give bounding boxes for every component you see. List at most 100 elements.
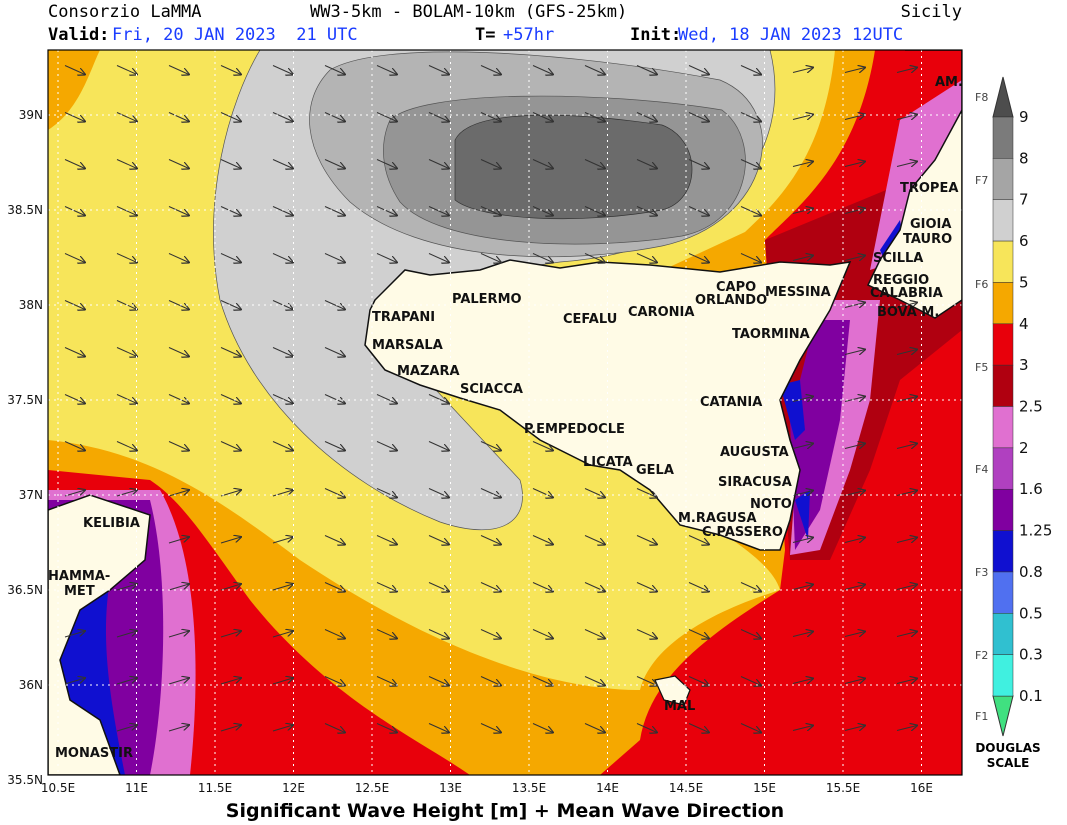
- city: CALABRIA: [870, 286, 943, 301]
- colorbar-segment: [992, 530, 1014, 573]
- arrow: [116, 394, 137, 404]
- lat-label: 37N: [19, 488, 43, 502]
- colorbar-segment: [992, 654, 1014, 697]
- level-label: 4: [1019, 315, 1029, 333]
- arrow: [376, 535, 397, 545]
- arrow: [532, 676, 553, 686]
- arrow: [896, 444, 917, 449]
- city: GELA: [636, 463, 674, 478]
- arrow: [584, 535, 605, 545]
- city: ORLANDO: [695, 293, 767, 308]
- arrow: [220, 206, 241, 216]
- city: PALERMO: [452, 292, 522, 307]
- colorbar-segment: [992, 364, 1014, 407]
- arrow: [896, 397, 917, 402]
- arrow: [584, 65, 605, 75]
- colorbar-segment: [992, 447, 1014, 490]
- colorbar-segment: [992, 488, 1014, 531]
- map-frame: [47, 49, 963, 776]
- city: CAPO: [716, 280, 756, 295]
- arrow: [792, 162, 813, 167]
- lon-label: 12.5E: [355, 781, 389, 795]
- sea-9m: [454, 114, 693, 220]
- arrow: [688, 723, 709, 733]
- arrow: [636, 629, 657, 639]
- arrow: [64, 347, 85, 357]
- colorbar-segment: [992, 282, 1014, 325]
- arrow: [532, 582, 553, 592]
- arrow: [792, 68, 813, 73]
- arrow: [428, 676, 449, 686]
- arrow: [116, 584, 137, 591]
- arrow: [896, 68, 917, 73]
- init: Wed, 18 JAN 2023 12UTC: [678, 25, 903, 45]
- arrow: [168, 112, 189, 122]
- arrow: [324, 206, 345, 216]
- arrow: [844, 632, 865, 637]
- level-label: 2.5: [1019, 398, 1043, 416]
- arrow: [532, 723, 553, 733]
- colorbar-bottom: [992, 695, 1014, 737]
- arrow: [896, 162, 917, 167]
- arrow: [896, 538, 917, 543]
- arrow: [792, 491, 813, 496]
- arrow: [740, 629, 761, 639]
- city: TRAPANI: [372, 310, 435, 325]
- city: TROPEA: [900, 181, 958, 196]
- city: MET: [64, 584, 95, 599]
- arrow: [844, 68, 865, 73]
- arrow: [688, 629, 709, 639]
- arrow: [844, 585, 865, 590]
- arrow: [480, 253, 501, 263]
- arrow: [428, 535, 449, 545]
- arrow: [584, 488, 605, 498]
- arrow: [428, 206, 449, 216]
- arrow: [220, 65, 241, 75]
- arrow: [64, 65, 85, 75]
- arrow: [168, 631, 189, 638]
- lon-label: 13E: [439, 781, 462, 795]
- lon-label: 14.5E: [669, 781, 703, 795]
- arrow: [324, 629, 345, 639]
- arrow: [64, 206, 85, 216]
- arrow: [116, 112, 137, 122]
- city: SCIACCA: [460, 382, 523, 397]
- arrow: [324, 253, 345, 263]
- sea-calabria-2m: [870, 80, 962, 270]
- arrow: [168, 725, 189, 732]
- arrow: [168, 347, 189, 357]
- level-label: 5: [1019, 273, 1029, 291]
- arrow: [428, 253, 449, 263]
- arrow: [740, 65, 761, 75]
- city: P.EMPEDOCLE: [524, 422, 625, 437]
- arrow: [584, 629, 605, 639]
- lon-label: 12E: [282, 781, 305, 795]
- arrow: [428, 112, 449, 122]
- arrow: [376, 65, 397, 75]
- city: KELIBIA: [83, 516, 140, 531]
- city: C.PASSERO: [702, 525, 783, 540]
- city: TAURO: [903, 232, 952, 247]
- city: NOTO: [750, 497, 792, 512]
- city: MAZARA: [397, 364, 460, 379]
- lon-label: 16E: [910, 781, 933, 795]
- arrow: [688, 535, 709, 545]
- arrow: [844, 397, 865, 402]
- arrow: [636, 112, 657, 122]
- city: HAMMA-: [48, 569, 110, 584]
- colorbar-segment: [992, 571, 1014, 614]
- force-label: F8: [975, 91, 988, 104]
- city: MESSINA: [765, 285, 831, 300]
- force-label: F2: [975, 649, 988, 662]
- init-label: Init:: [630, 25, 681, 45]
- colorbar-segment: [992, 406, 1014, 449]
- arrow: [688, 582, 709, 592]
- arrow: [64, 253, 85, 263]
- lat-label: 38N: [19, 298, 43, 312]
- city: MONASTIR: [55, 746, 133, 761]
- arrow: [792, 256, 813, 261]
- arrow: [480, 676, 501, 686]
- arrow: [636, 582, 657, 592]
